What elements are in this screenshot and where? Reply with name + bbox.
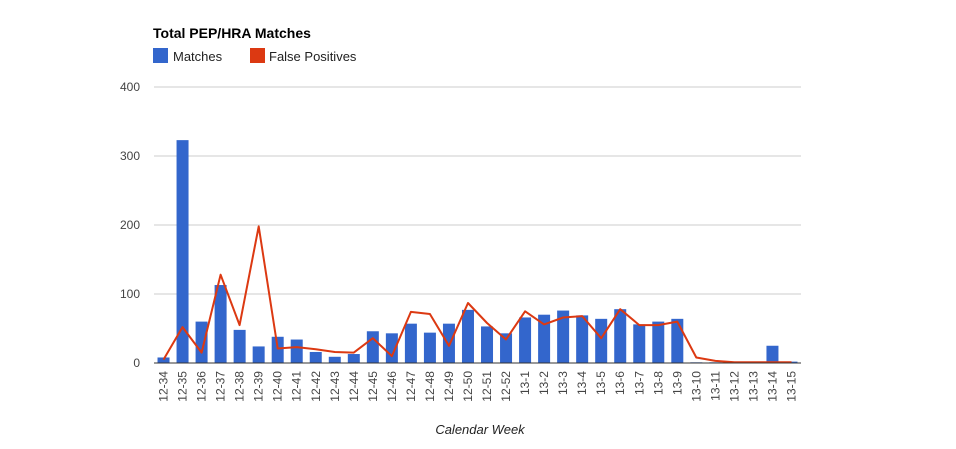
x-tick-label: 12-34 [157,371,171,402]
x-axis-title: Calendar Week [435,422,526,437]
legend: Matches False Positives [153,48,357,64]
line-series-false-positives [162,225,792,364]
x-tick-label: 12-35 [176,371,190,402]
bar-matches [671,318,684,363]
x-tick-label: 12-45 [366,371,380,402]
x-tick-label: 13-11 [708,371,722,401]
x-tick-label: 12-38 [233,371,247,402]
y-tick-label: 300 [120,149,140,163]
chart-title: Total PEP/HRA Matches [153,25,311,41]
bar-matches [233,329,246,363]
x-tick-label: 12-51 [480,371,494,402]
y-tick-label: 0 [133,356,140,370]
x-tick-label: 12-46 [385,371,399,402]
x-tick-label: 12-39 [252,371,266,402]
x-tick-label: 13-13 [746,371,760,402]
x-tick-label: 13-8 [651,371,665,395]
bar-matches [385,333,398,363]
bar-matches [766,345,779,363]
legend-label-matches: Matches [173,49,223,64]
x-tick-label: 13-9 [670,371,684,395]
bar-matches [157,357,170,363]
x-tick-label: 12-43 [328,371,342,402]
x-tick-label: 13-4 [575,371,589,395]
x-tick-label: 12-50 [461,371,475,402]
x-tick-label: 13-15 [784,371,798,402]
bar-matches [519,317,532,363]
x-tick-label: 12-52 [499,371,513,402]
line-false-positives [162,225,792,364]
x-tick-label: 13-7 [632,371,646,395]
bar-matches [328,356,341,363]
bar-matches [481,326,494,363]
y-tick-label: 100 [120,287,140,301]
x-tick-label: 12-44 [347,371,361,402]
x-tick-label: 13-5 [594,371,608,395]
y-tick-label: 200 [120,218,140,232]
x-tick-label: 13-3 [556,371,570,395]
x-tick-label: 12-42 [309,371,323,402]
bar-matches [252,346,265,363]
bar-matches [557,310,570,363]
x-tick-label: 13-6 [613,371,627,395]
bar-matches [652,321,665,363]
y-axis-ticks: 0 100 200 300 400 [120,80,140,370]
grid-lines [154,86,801,295]
x-tick-label: 12-41 [290,371,304,402]
bar-matches [500,333,513,363]
bar-matches [309,351,322,363]
x-tick-label: 13-12 [727,371,741,402]
x-tick-label: 12-36 [195,371,209,402]
x-tick-label: 12-47 [404,371,418,402]
x-tick-label: 12-40 [271,371,285,402]
bar-matches [576,315,589,363]
x-tick-label: 12-49 [442,371,456,402]
bar-matches [214,285,227,363]
bar-matches [404,323,417,363]
bar-matches [423,332,436,363]
x-tick-label: 12-37 [214,371,228,402]
bar-matches [347,354,360,363]
y-tick-label: 400 [120,80,140,94]
bar-matches [366,331,379,363]
bar-matches [176,140,189,363]
legend-label-false-positives: False Positives [269,49,357,64]
bar-matches [195,321,208,363]
bar-matches [538,314,551,363]
legend-swatch-false-positives [250,48,265,63]
legend-swatch-matches [153,48,168,63]
bar-matches [290,339,303,363]
bar-matches [271,336,284,363]
bar-matches [461,309,474,363]
bar-matches [633,324,646,363]
x-tick-label: 13-14 [765,371,779,402]
x-tick-label: 13-10 [689,371,703,402]
bar-series-matches [157,140,798,363]
x-axis-ticks: 12-34 12-35 12-36 12-37 12-38 12-39 12-40 12-41… [157,371,799,402]
x-tick-label: 13-1 [518,371,532,395]
x-tick-label: 12-48 [423,371,437,402]
bar-matches [614,309,627,363]
bar-matches [442,323,455,363]
x-tick-label: 13-2 [537,371,551,395]
bar-matches [595,318,608,363]
